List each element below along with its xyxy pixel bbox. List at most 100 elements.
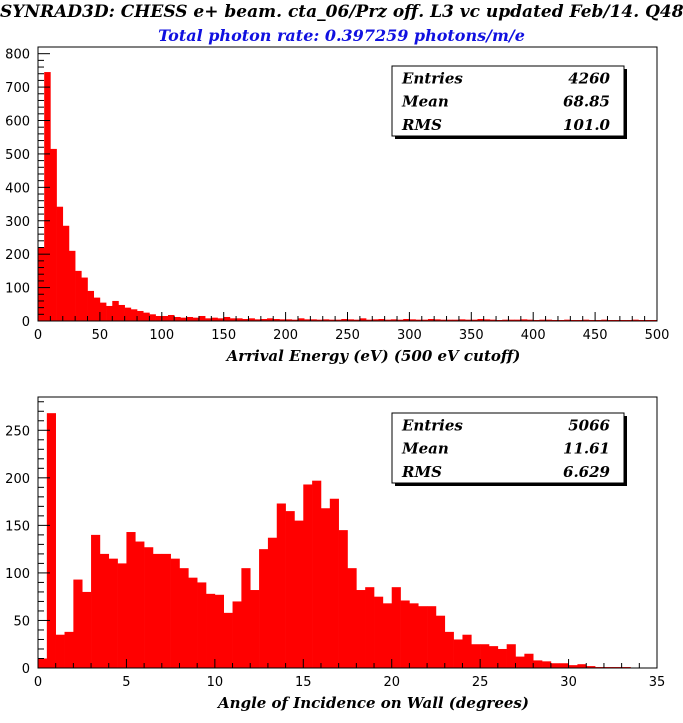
y-tick-label: 50 <box>13 614 30 629</box>
page-title: SYNRAD3D: CHESS e+ beam. cta_06/Prz off.… <box>0 2 683 22</box>
x-tick-label: 30 <box>560 675 577 690</box>
x-axis-title: Arrival Energy (eV) (500 eV cutoff) <box>225 347 521 365</box>
histogram-bar <box>118 304 125 321</box>
histogram-bar <box>564 319 571 321</box>
y-tick-label: 700 <box>5 81 30 96</box>
histogram-bar <box>242 318 249 321</box>
histogram-bar <box>444 631 454 668</box>
x-tick-label: 200 <box>273 328 298 343</box>
histogram-bar <box>477 318 484 321</box>
histogram-bar <box>149 314 156 321</box>
histogram-bar <box>508 319 515 321</box>
y-tick-label: 100 <box>5 567 30 582</box>
histogram-bar <box>506 644 516 668</box>
histogram-bar <box>595 319 602 321</box>
y-tick-label: 0 <box>22 315 30 330</box>
histogram-bar <box>576 319 584 321</box>
histogram-bar <box>205 318 212 321</box>
histogram-bar <box>304 319 311 321</box>
histogram-bar <box>56 206 64 321</box>
histogram-bar <box>533 660 543 668</box>
y-tick-label: 250 <box>5 424 30 439</box>
x-tick-label: 25 <box>472 675 489 690</box>
histogram-bar <box>106 305 113 321</box>
histogram-bar <box>273 318 280 321</box>
histogram-bar <box>515 656 525 668</box>
stats-value: 68.85 <box>563 93 610 111</box>
histogram-bar <box>446 319 454 321</box>
histogram-bar <box>248 318 255 321</box>
histogram-bar <box>577 664 587 668</box>
histogram-bar <box>73 579 83 668</box>
histogram-bar <box>335 319 342 321</box>
histogram-bar <box>462 634 472 668</box>
histogram-bar <box>126 532 136 668</box>
x-tick-label: 300 <box>397 328 422 343</box>
histogram-bar <box>378 318 385 321</box>
histogram-bar <box>279 319 286 321</box>
histogram-bar <box>87 290 95 321</box>
histogram-bar <box>320 508 331 668</box>
y-tick-label: 300 <box>5 215 30 230</box>
x-tick-label: 450 <box>583 328 608 343</box>
x-tick-label: 20 <box>383 675 400 690</box>
histogram-bar <box>514 319 522 321</box>
histogram-bar <box>93 297 101 321</box>
histogram-panel-1: 0 50 100 150 200 250 300 350 400 450 500 0 100 200 300… <box>5 46 669 365</box>
histogram-bar <box>312 480 322 668</box>
histogram-bar <box>186 316 194 321</box>
histogram-bar <box>259 549 269 668</box>
histogram-bar <box>374 596 384 668</box>
histogram-bar <box>161 315 169 321</box>
histogram-bar <box>458 319 466 321</box>
stats-value: 5066 <box>568 416 610 434</box>
histogram-bar <box>409 603 419 668</box>
histogram-bar <box>223 316 231 321</box>
stats-label: Mean <box>401 93 449 111</box>
histogram-bar <box>533 319 540 321</box>
histogram-bar <box>427 318 435 321</box>
histogram-bar <box>483 319 491 321</box>
histogram-bar <box>229 318 237 321</box>
y-tick-label: 100 <box>5 282 30 297</box>
histogram-bar <box>488 646 499 668</box>
histogram-bar <box>38 247 45 321</box>
histogram-bar <box>167 314 175 321</box>
histogram-bar <box>497 648 507 668</box>
x-tick-label: 5 <box>122 675 130 690</box>
histogram-bar <box>214 594 224 668</box>
histogram-bar <box>62 225 70 321</box>
histogram-bar <box>397 319 404 321</box>
histogram-bar <box>50 148 57 321</box>
histogram-bar <box>206 593 216 668</box>
histogram-bar <box>44 72 51 321</box>
histogram-bar <box>75 270 82 321</box>
stats-value: 6.629 <box>563 463 611 481</box>
histogram-bar <box>217 318 224 321</box>
histogram-bar <box>291 319 299 321</box>
y-tick-label: 200 <box>5 248 30 263</box>
histogram-bar <box>418 606 428 668</box>
histogram-bar <box>539 319 546 321</box>
histogram-bar <box>232 601 242 668</box>
stats-label: RMS <box>401 116 442 134</box>
histogram-bar <box>250 590 260 668</box>
histogram-bar <box>117 563 127 668</box>
histogram-bar <box>180 317 187 321</box>
histogram-bar <box>341 318 348 321</box>
y-tick-label: 150 <box>5 519 30 534</box>
histogram-bar <box>542 661 552 668</box>
histogram-bar <box>440 319 447 321</box>
histogram-bar <box>382 603 393 668</box>
x-tick-label: 50 <box>92 328 109 343</box>
histogram-bar <box>391 587 401 668</box>
stats-label: Entries <box>401 69 463 87</box>
histogram-bar <box>550 663 561 668</box>
histogram-bar <box>480 644 490 668</box>
histogram-bar <box>303 484 313 668</box>
histogram-bar <box>520 319 528 321</box>
histogram-bar <box>471 644 481 668</box>
y-tick-label: 600 <box>5 115 30 130</box>
histogram-bar <box>632 319 639 321</box>
